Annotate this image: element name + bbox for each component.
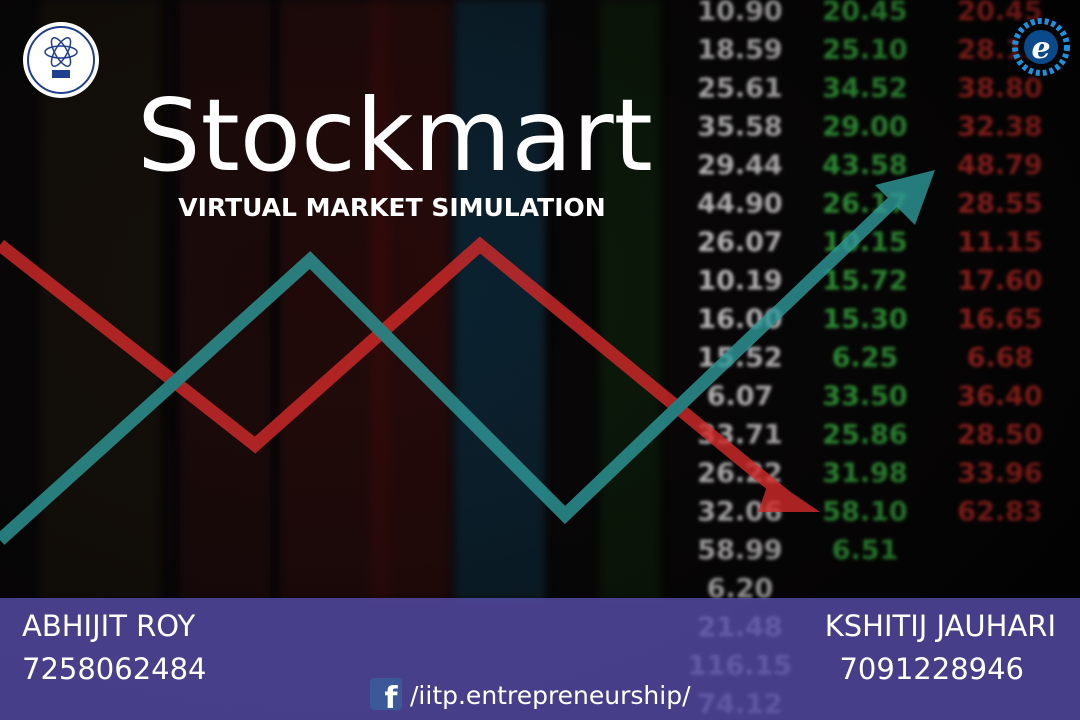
facebook-handle: /iitp.entrepreneurship/ (410, 681, 691, 710)
contact-phone: 7258062484 (22, 652, 207, 686)
teal-trend-line (0, 190, 905, 545)
red-trend-line (0, 236, 795, 506)
contact-name: ABHIJIT ROY (22, 609, 196, 643)
iitp-logo (23, 22, 99, 98)
subtitle: VIRTUAL MARKET SIMULATION (178, 193, 605, 222)
contact-phone: 7091228946 (839, 652, 1024, 686)
title: Stockmart (137, 77, 653, 194)
svg-text:f: f (384, 681, 398, 716)
svg-text:e: e (1031, 31, 1050, 66)
facebook-icon: f (370, 678, 402, 716)
contact-name: KSHITIJ JAUHARI (825, 609, 1056, 643)
footer-band (0, 598, 1080, 720)
ecell-logo: e (1012, 18, 1070, 76)
trend-lines (0, 170, 935, 545)
red-arrow-head (758, 478, 820, 512)
teal-arrow-head (875, 170, 935, 225)
